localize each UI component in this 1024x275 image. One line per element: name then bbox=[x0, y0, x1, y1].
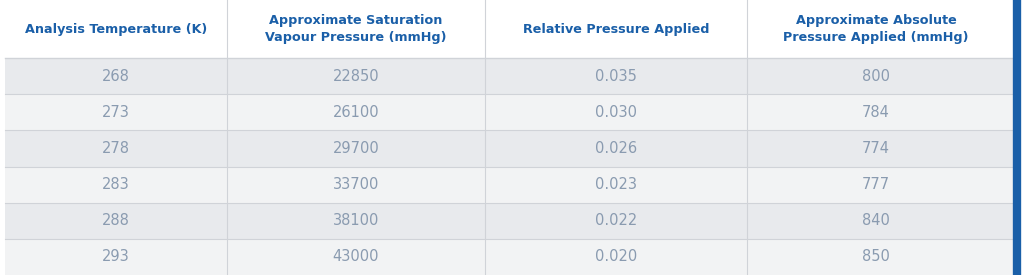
Bar bbox=[5, 130, 1015, 166]
Text: 840: 840 bbox=[862, 213, 890, 228]
Text: 0.026: 0.026 bbox=[595, 141, 637, 156]
Text: Approximate Absolute
Pressure Applied (mmHg): Approximate Absolute Pressure Applied (m… bbox=[783, 14, 969, 44]
Text: 43000: 43000 bbox=[333, 249, 379, 265]
Text: 0.022: 0.022 bbox=[595, 213, 637, 228]
Text: 278: 278 bbox=[102, 141, 130, 156]
Bar bbox=[5, 58, 1015, 94]
Text: 800: 800 bbox=[862, 68, 890, 84]
Text: 283: 283 bbox=[102, 177, 130, 192]
Text: 850: 850 bbox=[862, 249, 890, 265]
Text: Analysis Temperature (K): Analysis Temperature (K) bbox=[25, 23, 207, 35]
Bar bbox=[5, 239, 1015, 275]
Bar bbox=[5, 203, 1015, 239]
Text: 293: 293 bbox=[102, 249, 130, 265]
Text: 0.030: 0.030 bbox=[595, 105, 637, 120]
Bar bbox=[5, 0, 1015, 58]
Text: 0.020: 0.020 bbox=[595, 249, 637, 265]
Text: 38100: 38100 bbox=[333, 213, 379, 228]
Text: 777: 777 bbox=[862, 177, 890, 192]
Text: 273: 273 bbox=[102, 105, 130, 120]
Text: 22850: 22850 bbox=[333, 68, 379, 84]
Text: 288: 288 bbox=[102, 213, 130, 228]
Text: Relative Pressure Applied: Relative Pressure Applied bbox=[523, 23, 710, 35]
Text: Approximate Saturation
Vapour Pressure (mmHg): Approximate Saturation Vapour Pressure (… bbox=[265, 14, 446, 44]
Text: 784: 784 bbox=[862, 105, 890, 120]
Text: 774: 774 bbox=[862, 141, 890, 156]
Text: 0.035: 0.035 bbox=[595, 68, 637, 84]
Bar bbox=[5, 166, 1015, 203]
Text: 29700: 29700 bbox=[333, 141, 379, 156]
Text: 33700: 33700 bbox=[333, 177, 379, 192]
Bar bbox=[5, 94, 1015, 130]
Text: 26100: 26100 bbox=[333, 105, 379, 120]
Text: 0.023: 0.023 bbox=[595, 177, 637, 192]
Text: 268: 268 bbox=[102, 68, 130, 84]
